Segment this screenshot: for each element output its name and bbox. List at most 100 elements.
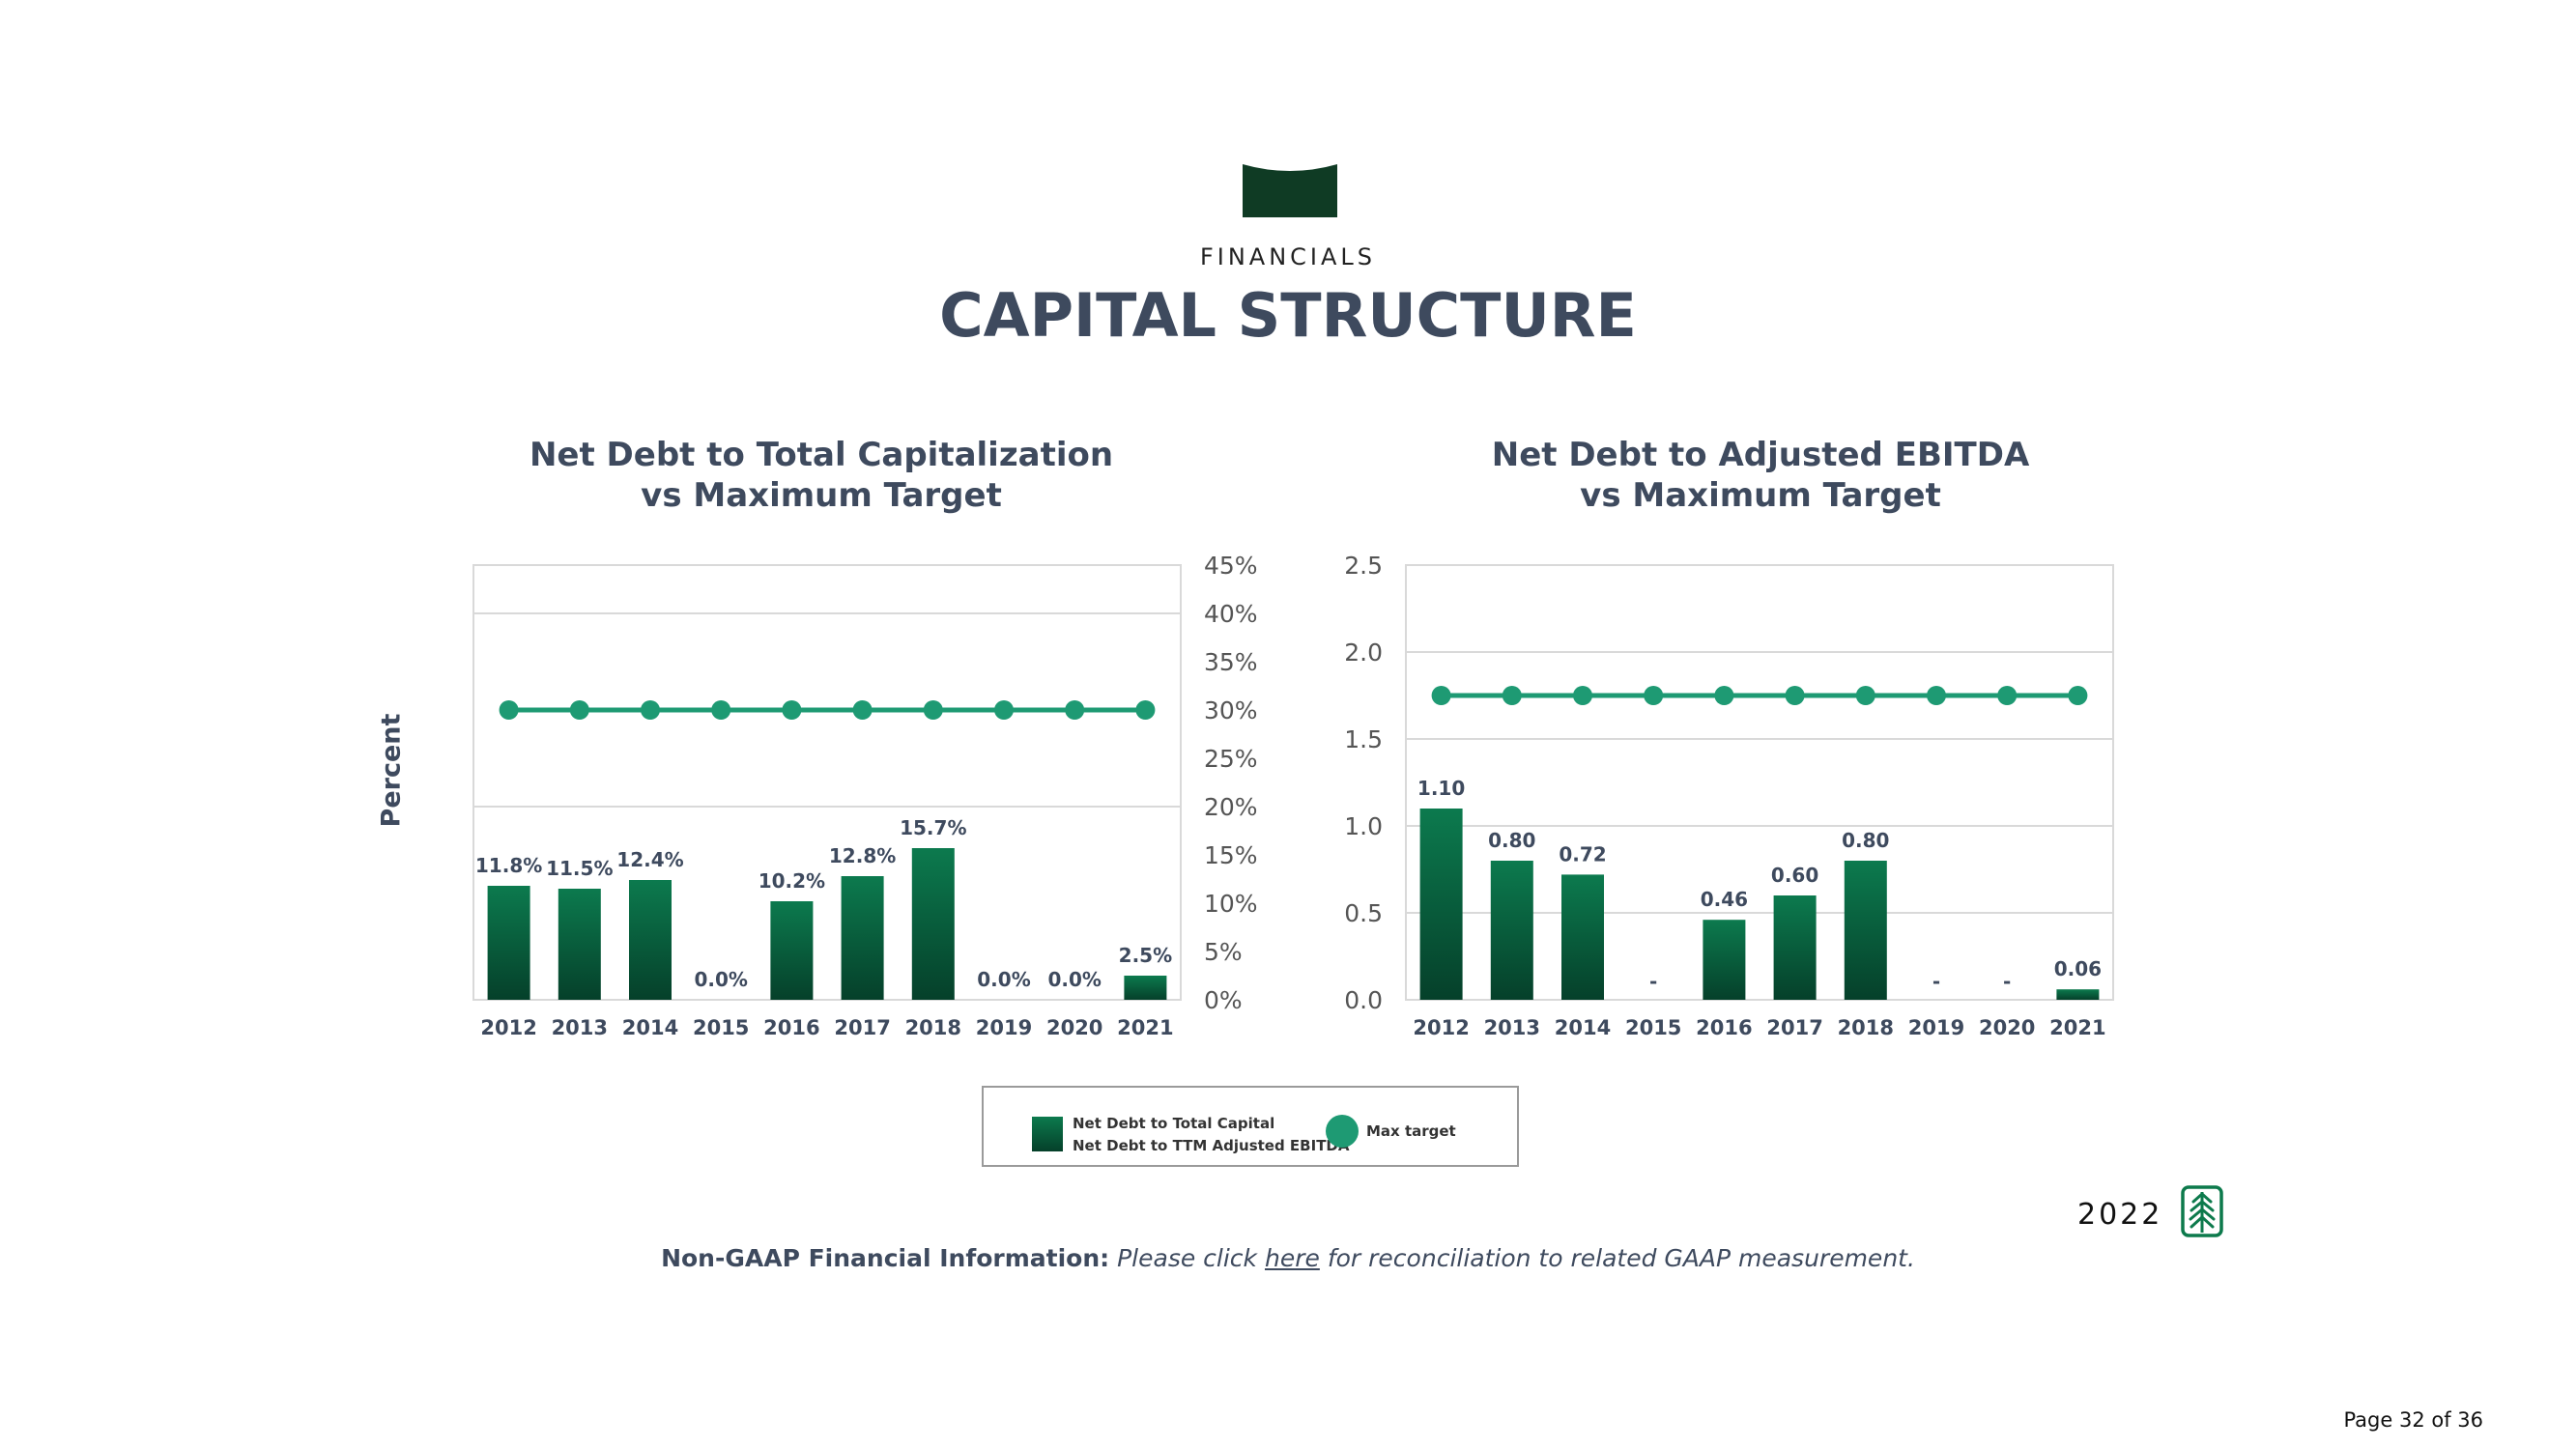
footnote-pre: Please click xyxy=(1117,1244,1258,1272)
chart-2-data-label: - xyxy=(2003,970,2011,993)
footnote: Non-GAAP Financial Information: Please c… xyxy=(0,1244,2576,1272)
legend-bar-label-1: Net Debt to Total Capital xyxy=(1073,1115,1275,1132)
chart-2-data-label: 0.72 xyxy=(1559,842,1606,866)
chart-1-data-label: 0.0% xyxy=(977,968,1030,991)
chart-2-x-tick-label: 2013 xyxy=(1484,1016,1540,1039)
section-eyebrow: FINANCIALS xyxy=(1199,243,1377,270)
page-title: CAPITAL STRUCTURE xyxy=(939,280,1637,351)
chart-1-x-tick-label: 2021 xyxy=(1117,1016,1173,1039)
chart-1-target-marker xyxy=(852,700,873,720)
legend-line-label: Max target xyxy=(1366,1122,1456,1140)
chart-1-data-label: 2.5% xyxy=(1119,944,1172,967)
chart-2-target-marker xyxy=(1997,686,2018,705)
chart-2-target-marker xyxy=(1502,686,1522,705)
year-mark: 2022 xyxy=(2077,1198,2163,1232)
chart-1-target-marker xyxy=(1065,700,1085,720)
chart-2-x-tick-label: 2015 xyxy=(1625,1016,1681,1039)
chart-1-target-marker xyxy=(641,700,660,720)
chart-1-title-line1: Net Debt to Total Capitalization xyxy=(529,436,1114,474)
chart-1-target-marker xyxy=(923,700,943,720)
chart-1-target-marker xyxy=(711,700,731,720)
chart-2-bar xyxy=(1419,809,1463,1000)
footnote-post: for reconciliation to related GAAP measu… xyxy=(1327,1244,1915,1272)
chart-1-y-tick-label: 30% xyxy=(1204,696,1258,724)
chart-2-data-label: 0.46 xyxy=(1701,888,1748,911)
chart-1-data-label: 10.2% xyxy=(758,869,825,893)
chart-2-bar xyxy=(1561,874,1604,1000)
chart-legend: Net Debt to Total Capital Net Debt to TT… xyxy=(982,1086,1519,1167)
chart-1-y-tick-label: 35% xyxy=(1204,648,1258,676)
chart-1-title-line2: vs Maximum Target xyxy=(641,476,1002,515)
chart-1-data-label: 12.4% xyxy=(616,848,683,871)
chart-1-y-tick-label: 40% xyxy=(1204,600,1258,628)
chart-2-x-tick-label: 2014 xyxy=(1555,1016,1611,1039)
chart-2-title: Net Debt to Adjusted EBITDA vs Maximum T… xyxy=(1413,435,2108,516)
chart-1-data-label: 12.8% xyxy=(829,844,896,867)
chart-1-x-tick-label: 2018 xyxy=(905,1016,961,1039)
chart-2-target-marker xyxy=(2068,686,2088,705)
chart-2-title-line2: vs Maximum Target xyxy=(1580,476,1941,515)
chart-1-target-marker xyxy=(499,700,519,720)
chart-1-data-label: 0.0% xyxy=(694,968,747,991)
chart-1-y-tick-label: 5% xyxy=(1204,938,1243,966)
footnote-link[interactable]: here xyxy=(1264,1244,1320,1272)
chart-1-data-label: 11.5% xyxy=(546,857,613,880)
chart-1-y-tick-label: 20% xyxy=(1204,793,1258,821)
chart-1-plot-frame xyxy=(472,564,1182,1001)
chart-2-data-label: - xyxy=(1932,970,1940,993)
chart-1-x-tick-label: 2014 xyxy=(622,1016,678,1039)
legend-bar-label-2: Net Debt to TTM Adjusted EBITDA xyxy=(1073,1137,1350,1154)
chart-2-y-tick-label: 1.0 xyxy=(1344,812,1383,840)
chart-1-x-tick-label: 2019 xyxy=(976,1016,1032,1039)
chart-2-bar xyxy=(1773,895,1817,1000)
chart-1-target-marker xyxy=(1135,700,1156,720)
chart-1-x-tick-label: 2012 xyxy=(480,1016,536,1039)
legend-target-marker xyxy=(1326,1115,1359,1148)
chart-2-bar xyxy=(1703,920,1746,1000)
chart-2-target-marker xyxy=(1714,686,1734,705)
chart-1-bar xyxy=(629,880,672,1000)
legend-bar-swatch xyxy=(1032,1117,1063,1151)
chart-2-data-label: - xyxy=(1649,970,1657,993)
header-banner-shape xyxy=(1243,164,1337,217)
chart-2-x-tick-label: 2020 xyxy=(1979,1016,2035,1039)
chart-1-y-tick-label: 25% xyxy=(1204,745,1258,773)
chart-2-title-line1: Net Debt to Adjusted EBITDA xyxy=(1491,436,2030,474)
chart-2-x-tick-label: 2017 xyxy=(1766,1016,1822,1039)
chart-1-bar xyxy=(1124,976,1167,1000)
chart-2-y-tick-label: 0.0 xyxy=(1344,986,1383,1014)
chart-2-target-marker xyxy=(1431,686,1451,705)
chart-2-y-tick-label: 1.5 xyxy=(1344,725,1383,753)
chart-1-x-tick-label: 2013 xyxy=(552,1016,608,1039)
chart-2-data-label: 0.60 xyxy=(1771,864,1818,887)
chart-2-x-tick-label: 2012 xyxy=(1413,1016,1469,1039)
chart-1-x-tick-label: 2020 xyxy=(1046,1016,1102,1039)
chart-1-target-marker xyxy=(782,700,802,720)
chart-2-plot-frame xyxy=(1405,564,2114,1001)
chart-1-y-tick-label: 0% xyxy=(1204,986,1243,1014)
chart-2-bar xyxy=(2056,989,2100,1000)
chart-2-target-marker xyxy=(1927,686,1946,705)
chart-1-bar xyxy=(770,901,814,1000)
chart-2-target-marker xyxy=(1644,686,1664,705)
chart-2-x-tick-label: 2016 xyxy=(1696,1016,1752,1039)
chart-2-data-label: 0.80 xyxy=(1488,829,1535,852)
chart-1-x-tick-label: 2016 xyxy=(763,1016,819,1039)
chart-1-x-tick-label: 2015 xyxy=(693,1016,749,1039)
chart-2-target-marker xyxy=(1855,686,1875,705)
chart-2-y-tick-label: 2.0 xyxy=(1344,639,1383,667)
chart-1-bar xyxy=(841,876,884,1000)
chart-1-y-tick-label: 10% xyxy=(1204,890,1258,918)
page-number: Page 32 of 36 xyxy=(2343,1408,2483,1432)
chart-1-bar xyxy=(487,886,530,1000)
chart-2-x-tick-label: 2021 xyxy=(2049,1016,2105,1039)
chart-1-y-tick-label: 45% xyxy=(1204,552,1258,580)
chart-1-title: Net Debt to Total Capitalization vs Maxi… xyxy=(473,435,1169,516)
chart-1-y-tick-label: 15% xyxy=(1204,841,1258,869)
footnote-bold: Non-GAAP Financial Information: xyxy=(661,1244,1110,1272)
chart-2-target-marker xyxy=(1573,686,1592,705)
chart-2-target-marker xyxy=(1785,686,1805,705)
tree-logo-icon xyxy=(2181,1185,2223,1237)
chart-2-x-tick-label: 2018 xyxy=(1838,1016,1894,1039)
